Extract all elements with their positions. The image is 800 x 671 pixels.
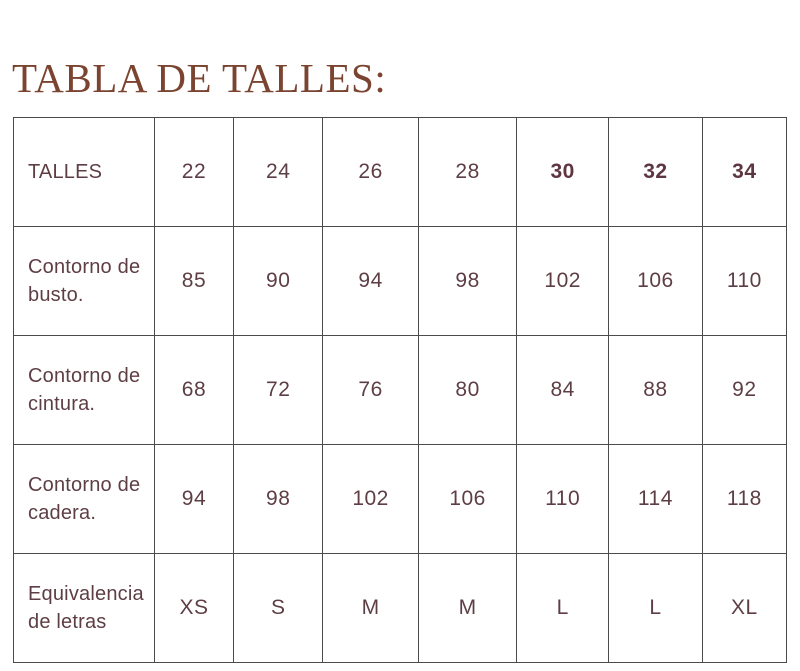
table-cell: L: [608, 553, 703, 663]
row-label: TALLES: [13, 117, 155, 227]
table-cell: 30: [516, 117, 610, 227]
table-cell: 92: [701, 335, 788, 445]
table-cell: 80: [418, 335, 518, 445]
table-cell: 110: [701, 226, 788, 336]
table-cell: XL: [701, 553, 788, 663]
table-cell: 90: [233, 226, 324, 336]
table-row: TALLES 22 24 26 28 30 32 34: [13, 117, 788, 227]
table-cell: 22: [153, 117, 235, 227]
table-cell: M: [322, 553, 420, 663]
row-label: Contorno de cadera.: [13, 444, 155, 554]
row-label: Contorno de cintura.: [13, 335, 155, 445]
table-cell: 26: [322, 117, 420, 227]
table-row: Equivalencia de letras XS S M M L L XL: [13, 553, 788, 663]
table-cell: 102: [322, 444, 420, 554]
table-cell: 106: [608, 226, 703, 336]
table-cell: 34: [701, 117, 788, 227]
table-cell: 110: [516, 444, 610, 554]
page-title: TABLA DE TALLES:: [12, 55, 387, 101]
table-cell: 88: [608, 335, 703, 445]
table-cell: 98: [233, 444, 324, 554]
table-cell: 84: [516, 335, 610, 445]
table-cell: L: [516, 553, 610, 663]
table-row: Contorno de cintura. 68 72 76 80 84 88 92: [13, 335, 788, 445]
table-cell: 98: [418, 226, 518, 336]
table-cell: 68: [153, 335, 235, 445]
table-cell: 76: [322, 335, 420, 445]
row-label: Contorno de busto.: [13, 226, 155, 336]
table-cell: 102: [516, 226, 610, 336]
table-cell: 85: [153, 226, 235, 336]
table-cell: 28: [418, 117, 518, 227]
size-table-body: TALLES 22 24 26 28 30 32 34 Contorno de busto. 85…: [13, 117, 788, 663]
table-row: Contorno de cadera. 94 98 102 106 110 114 118: [13, 444, 788, 554]
table-cell: 118: [701, 444, 788, 554]
table-cell: 114: [608, 444, 703, 554]
table-cell: 94: [322, 226, 420, 336]
row-label: Equivalencia de letras: [13, 553, 155, 663]
table-cell: 32: [608, 117, 703, 227]
table-row: Contorno de busto. 85 90 94 98 102 106 110: [13, 226, 788, 336]
table-cell: S: [233, 553, 324, 663]
table-cell: 94: [153, 444, 235, 554]
table-cell: 24: [233, 117, 324, 227]
table-cell: XS: [153, 553, 235, 663]
table-cell: 106: [418, 444, 518, 554]
size-table: TALLES 22 24 26 28 30 32 34 Contorno de busto. 85…: [13, 117, 788, 663]
table-cell: M: [418, 553, 518, 663]
table-cell: 72: [233, 335, 324, 445]
